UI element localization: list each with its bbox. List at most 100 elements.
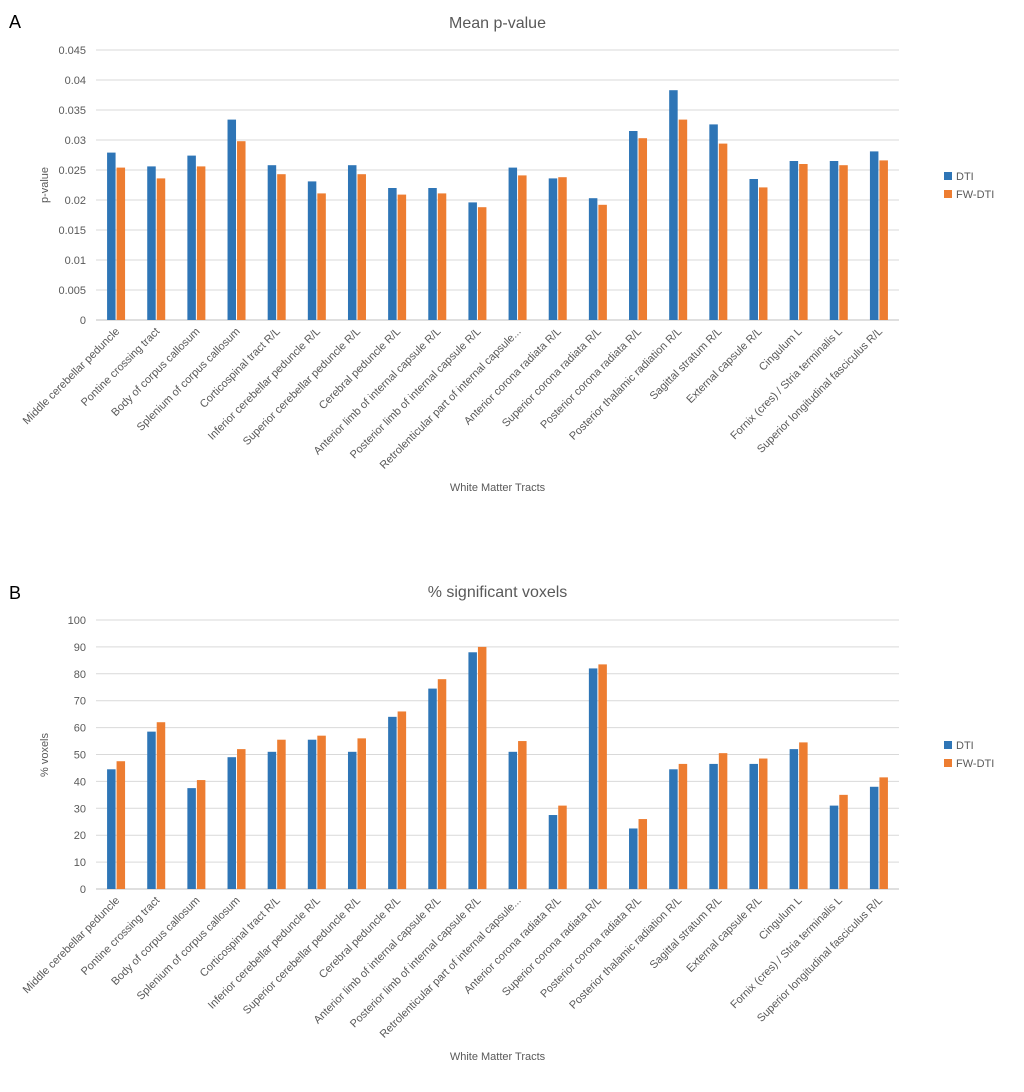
bar-dti bbox=[468, 652, 477, 889]
bar-dti bbox=[709, 763, 718, 889]
bar-fw-dti bbox=[638, 138, 648, 320]
bar-dti bbox=[749, 763, 758, 889]
y-tick-label: 0 bbox=[80, 884, 86, 896]
x-category-label: Corticospinal tract R/L bbox=[198, 326, 283, 411]
bar-fw-dti bbox=[237, 749, 246, 889]
bar-dti bbox=[669, 90, 678, 320]
bar-fw-dti bbox=[518, 741, 527, 889]
bar-fw-dti bbox=[437, 679, 447, 889]
y-tick-label: 0.02 bbox=[65, 195, 86, 207]
y-tick-label: 80 bbox=[74, 669, 86, 681]
y-tick-label: 10 bbox=[74, 857, 86, 869]
bar-dti bbox=[307, 739, 317, 889]
bar-fw-dti bbox=[357, 738, 366, 889]
bar-fw-dti bbox=[156, 178, 166, 320]
y-tick-label: 40 bbox=[74, 776, 86, 788]
chart-title: % significant voxels bbox=[428, 584, 568, 601]
y-tick-label: 0.035 bbox=[58, 105, 86, 117]
bar-dti bbox=[508, 167, 518, 320]
bar-fw-dti bbox=[839, 165, 848, 320]
bar-dti bbox=[267, 165, 277, 320]
bar-fw-dti bbox=[116, 761, 126, 889]
bar-dti bbox=[669, 769, 678, 889]
bar-fw-dti bbox=[678, 763, 688, 889]
y-tick-label: 20 bbox=[74, 830, 86, 842]
bar-dti bbox=[147, 166, 156, 320]
bar-fw-dti bbox=[839, 794, 848, 889]
bar-fw-dti bbox=[518, 175, 527, 320]
chart-title: Mean p-value bbox=[449, 15, 546, 32]
y-tick-label: 0.025 bbox=[58, 165, 86, 177]
bar-dti bbox=[388, 188, 397, 320]
bar-fw-dti bbox=[196, 166, 206, 320]
x-category-label: Retrolenticular part of internal capsule… bbox=[378, 326, 524, 472]
y-axis-label: % voxels bbox=[39, 732, 51, 777]
x-category-label: Pontine crossing tract bbox=[79, 326, 162, 409]
y-tick-label: 90 bbox=[74, 642, 86, 654]
bar-dti bbox=[107, 152, 116, 320]
bar-dti bbox=[307, 181, 317, 320]
bar-fw-dti bbox=[678, 119, 688, 320]
bar-dti bbox=[829, 805, 839, 889]
bar-fw-dti bbox=[799, 742, 808, 889]
y-tick-label: 0.01 bbox=[65, 255, 86, 267]
y-tick-label: 0.045 bbox=[58, 45, 86, 57]
bar-fw-dti bbox=[558, 177, 567, 320]
y-axis-label: p-value bbox=[39, 167, 51, 203]
panel-label-b: B bbox=[9, 583, 22, 603]
y-tick-label: 60 bbox=[74, 723, 86, 735]
bar-dti bbox=[227, 119, 237, 320]
legend-swatch-dti bbox=[944, 741, 952, 749]
x-category-label: External capsule R/L bbox=[684, 895, 764, 975]
bar-dti bbox=[428, 188, 437, 320]
bar-dti bbox=[548, 815, 558, 889]
y-tick-label: 0.005 bbox=[58, 285, 86, 297]
bar-fw-dti bbox=[397, 194, 407, 320]
y-tick-label: 0 bbox=[80, 315, 86, 327]
panel-label-a: A bbox=[9, 12, 22, 32]
x-category-label: Cerebral peduncle R/L bbox=[317, 895, 403, 981]
bar-dti bbox=[468, 202, 477, 320]
bar-dti bbox=[107, 769, 116, 889]
percent-significant-voxels-chart: % significant voxels 0 10 20 30 40 50 60 70 80 90 1… bbox=[21, 584, 995, 1063]
bar-fw-dti bbox=[638, 819, 648, 889]
x-category-label: Corticospinal tract R/L bbox=[198, 895, 283, 980]
bar-fw-dti bbox=[156, 722, 166, 889]
bar-dti bbox=[508, 751, 518, 889]
bar-fw-dti bbox=[317, 735, 326, 889]
bar-dti bbox=[629, 828, 638, 889]
bar-fw-dti bbox=[357, 174, 366, 320]
bar-fw-dti bbox=[116, 167, 126, 320]
mean-p-value-chart: Mean p-value 0 0.005 0.01 0.015 0.02 0.025 0.03… bbox=[21, 15, 995, 494]
bar-fw-dti bbox=[598, 664, 607, 889]
bar-dti bbox=[749, 179, 758, 320]
bar-dti bbox=[789, 161, 799, 320]
y-tick-label: 0.03 bbox=[65, 135, 86, 147]
y-tick-label: 0.015 bbox=[58, 225, 86, 237]
bar-dti bbox=[548, 178, 558, 320]
bar-dti bbox=[187, 155, 196, 320]
legend-swatch-fw-dti bbox=[944, 759, 952, 767]
bar-fw-dti bbox=[277, 174, 286, 320]
x-category-label: Sagittal stratum R/L bbox=[648, 326, 725, 403]
bar-fw-dti bbox=[397, 711, 407, 889]
bar-dti bbox=[869, 151, 879, 320]
bar-fw-dti bbox=[879, 777, 888, 889]
x-category-label: Sagittal stratum R/L bbox=[648, 895, 725, 972]
bar-fw-dti bbox=[799, 164, 808, 320]
bar-dti bbox=[789, 749, 799, 889]
bar-dti bbox=[147, 731, 156, 889]
bar-dti bbox=[227, 757, 237, 889]
bar-dti bbox=[347, 165, 357, 320]
bar-dti bbox=[347, 751, 357, 889]
x-category-label: Retrolenticular part of internal capsule… bbox=[378, 895, 524, 1041]
bar-fw-dti bbox=[598, 204, 607, 320]
bar-dti bbox=[588, 668, 598, 889]
y-tick-label: 30 bbox=[74, 803, 86, 815]
bar-dti bbox=[388, 716, 397, 889]
x-category-label: Cerebral peduncle R/L bbox=[317, 326, 403, 412]
bar-fw-dti bbox=[477, 207, 487, 320]
bar-fw-dti bbox=[758, 758, 768, 889]
bar-fw-dti bbox=[879, 160, 888, 320]
y-tick-label: 50 bbox=[74, 750, 86, 762]
